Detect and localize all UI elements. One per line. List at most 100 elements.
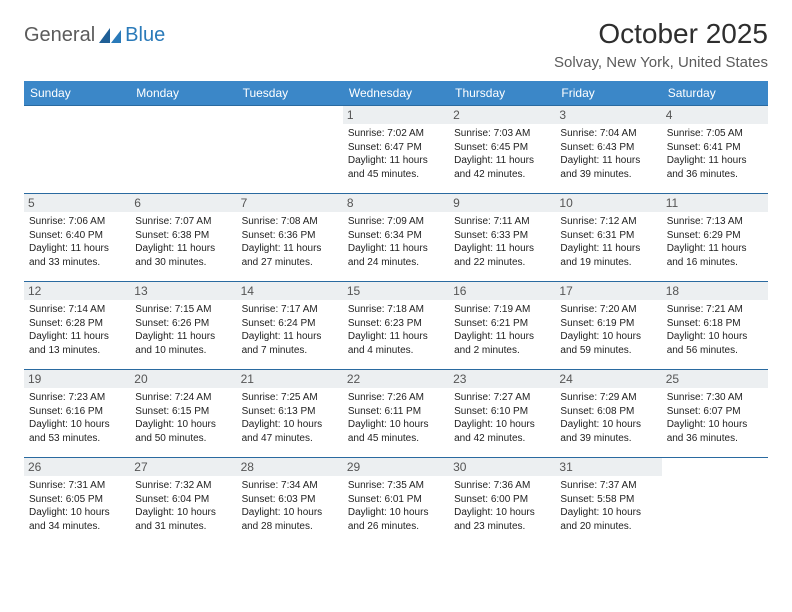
calendar-week-row: 19Sunrise: 7:23 AMSunset: 6:16 PMDayligh…	[24, 370, 768, 458]
sunrise-text: Sunrise: 7:26 AM	[348, 391, 444, 405]
day-number: 9	[449, 194, 555, 212]
logo-sail-icon	[99, 28, 121, 44]
sunset-text: Sunset: 6:21 PM	[454, 317, 550, 331]
day-info: Sunrise: 7:24 AMSunset: 6:15 PMDaylight:…	[135, 391, 231, 445]
daylight-text: Daylight: 11 hours and 42 minutes.	[454, 154, 550, 181]
title-block: October 2025 Solvay, New York, United St…	[554, 18, 768, 71]
day-info: Sunrise: 7:09 AMSunset: 6:34 PMDaylight:…	[348, 215, 444, 269]
day-number: 2	[449, 106, 555, 124]
sunrise-text: Sunrise: 7:14 AM	[29, 303, 125, 317]
page-header: General Blue October 2025 Solvay, New Yo…	[24, 18, 768, 71]
sunrise-text: Sunrise: 7:12 AM	[560, 215, 656, 229]
daylight-text: Daylight: 11 hours and 13 minutes.	[29, 330, 125, 357]
calendar-day-cell: 7Sunrise: 7:08 AMSunset: 6:36 PMDaylight…	[237, 194, 343, 282]
sunrise-text: Sunrise: 7:25 AM	[242, 391, 338, 405]
sunset-text: Sunset: 6:05 PM	[29, 493, 125, 507]
sunrise-text: Sunrise: 7:13 AM	[667, 215, 763, 229]
logo-text-general: General	[24, 24, 95, 47]
day-info: Sunrise: 7:26 AMSunset: 6:11 PMDaylight:…	[348, 391, 444, 445]
sunset-text: Sunset: 6:10 PM	[454, 405, 550, 419]
calendar-day-cell: 25 Sunrise: 7:30 AMSunset: 6:07 PMDayligh…	[662, 370, 768, 458]
day-number: 7	[237, 194, 343, 212]
sunset-text: Sunset: 6:13 PM	[242, 405, 338, 419]
calendar-day-cell: 30Sunrise: 7:36 AMSunset: 6:00 PMDayligh…	[449, 458, 555, 546]
sunrise-text: Sunrise: 7:30 AM	[667, 391, 763, 405]
day-number: 23	[449, 370, 555, 388]
day-info: Sunrise: 7:13 AMSunset: 6:29 PMDaylight:…	[667, 215, 763, 269]
daylight-text: Daylight: 11 hours and 33 minutes.	[29, 242, 125, 269]
daylight-text: Daylight: 10 hours and 23 minutes.	[454, 506, 550, 533]
daylight-text: Daylight: 10 hours and 28 minutes.	[242, 506, 338, 533]
sunrise-text: Sunrise: 7:35 AM	[348, 479, 444, 493]
sunrise-text: Sunrise: 7:36 AM	[454, 479, 550, 493]
sunrise-text: Sunrise: 7:27 AM	[454, 391, 550, 405]
day-info: Sunrise: 7:14 AMSunset: 6:28 PMDaylight:…	[29, 303, 125, 357]
day-info: Sunrise: 7:19 AMSunset: 6:21 PMDaylight:…	[454, 303, 550, 357]
daylight-text: Daylight: 11 hours and 10 minutes.	[135, 330, 231, 357]
day-header: Wednesday	[343, 81, 449, 106]
sunset-text: Sunset: 6:33 PM	[454, 229, 550, 243]
calendar-table: Sunday Monday Tuesday Wednesday Thursday…	[24, 81, 768, 546]
sunrise-text: Sunrise: 7:29 AM	[560, 391, 656, 405]
day-info: Sunrise: 7:31 AMSunset: 6:05 PMDaylight:…	[29, 479, 125, 533]
calendar-day-cell: 21 Sunrise: 7:25 AMSunset: 6:13 PMDayligh…	[237, 370, 343, 458]
calendar-day-cell	[24, 106, 130, 194]
calendar-day-cell: 2Sunrise: 7:03 AMSunset: 6:45 PMDaylight…	[449, 106, 555, 194]
month-title: October 2025	[554, 18, 768, 50]
day-number: 21	[237, 370, 343, 388]
day-info: Sunrise: 7:15 AMSunset: 6:26 PMDaylight:…	[135, 303, 231, 357]
day-info: Sunrise: 7:25 AMSunset: 6:13 PMDaylight:…	[242, 391, 338, 445]
calendar-day-cell: 5Sunrise: 7:06 AMSunset: 6:40 PMDaylight…	[24, 194, 130, 282]
day-number: 20	[130, 370, 236, 388]
calendar-day-cell: 29Sunrise: 7:35 AMSunset: 6:01 PMDayligh…	[343, 458, 449, 546]
day-number: 31	[555, 458, 661, 476]
daylight-text: Daylight: 10 hours and 42 minutes.	[454, 418, 550, 445]
daylight-text: Daylight: 11 hours and 16 minutes.	[667, 242, 763, 269]
daylight-text: Daylight: 10 hours and 56 minutes.	[667, 330, 763, 357]
daylight-text: Daylight: 11 hours and 19 minutes.	[560, 242, 656, 269]
day-info: Sunrise: 7:20 AMSunset: 6:19 PMDaylight:…	[560, 303, 656, 357]
sunset-text: Sunset: 6:40 PM	[29, 229, 125, 243]
sunset-text: Sunset: 6:43 PM	[560, 141, 656, 155]
sunset-text: Sunset: 6:00 PM	[454, 493, 550, 507]
daylight-text: Daylight: 10 hours and 47 minutes.	[242, 418, 338, 445]
daylight-text: Daylight: 11 hours and 24 minutes.	[348, 242, 444, 269]
day-header: Sunday	[24, 81, 130, 106]
daylight-text: Daylight: 10 hours and 53 minutes.	[29, 418, 125, 445]
calendar-day-cell: 6Sunrise: 7:07 AMSunset: 6:38 PMDaylight…	[130, 194, 236, 282]
sunset-text: Sunset: 6:31 PM	[560, 229, 656, 243]
sunset-text: Sunset: 6:36 PM	[242, 229, 338, 243]
sunset-text: Sunset: 6:26 PM	[135, 317, 231, 331]
daylight-text: Daylight: 10 hours and 34 minutes.	[29, 506, 125, 533]
sunrise-text: Sunrise: 7:05 AM	[667, 127, 763, 141]
day-number: 4	[662, 106, 768, 124]
day-number: 22	[343, 370, 449, 388]
sunrise-text: Sunrise: 7:20 AM	[560, 303, 656, 317]
location-text: Solvay, New York, United States	[554, 54, 768, 71]
daylight-text: Daylight: 11 hours and 4 minutes.	[348, 330, 444, 357]
sunset-text: Sunset: 6:41 PM	[667, 141, 763, 155]
day-info: Sunrise: 7:30 AMSunset: 6:07 PMDaylight:…	[667, 391, 763, 445]
calendar-day-cell: 9Sunrise: 7:11 AMSunset: 6:33 PMDaylight…	[449, 194, 555, 282]
sunrise-text: Sunrise: 7:21 AM	[667, 303, 763, 317]
calendar-day-cell: 3Sunrise: 7:04 AMSunset: 6:43 PMDaylight…	[555, 106, 661, 194]
day-info: Sunrise: 7:27 AMSunset: 6:10 PMDaylight:…	[454, 391, 550, 445]
day-info: Sunrise: 7:18 AMSunset: 6:23 PMDaylight:…	[348, 303, 444, 357]
sunrise-text: Sunrise: 7:24 AM	[135, 391, 231, 405]
day-number: 27	[130, 458, 236, 476]
sunrise-text: Sunrise: 7:07 AM	[135, 215, 231, 229]
daylight-text: Daylight: 11 hours and 22 minutes.	[454, 242, 550, 269]
sunrise-text: Sunrise: 7:02 AM	[348, 127, 444, 141]
calendar-day-cell: 23 Sunrise: 7:27 AMSunset: 6:10 PMDayligh…	[449, 370, 555, 458]
day-number: 25	[662, 370, 768, 388]
sunrise-text: Sunrise: 7:17 AM	[242, 303, 338, 317]
sunset-text: Sunset: 6:19 PM	[560, 317, 656, 331]
sunrise-text: Sunrise: 7:04 AM	[560, 127, 656, 141]
day-number: 16	[449, 282, 555, 300]
sunset-text: Sunset: 5:58 PM	[560, 493, 656, 507]
day-number: 14	[237, 282, 343, 300]
calendar-day-cell: 1Sunrise: 7:02 AMSunset: 6:47 PMDaylight…	[343, 106, 449, 194]
calendar-day-cell: 20 Sunrise: 7:24 AMSunset: 6:15 PMDayligh…	[130, 370, 236, 458]
sunset-text: Sunset: 6:03 PM	[242, 493, 338, 507]
day-number: 1	[343, 106, 449, 124]
